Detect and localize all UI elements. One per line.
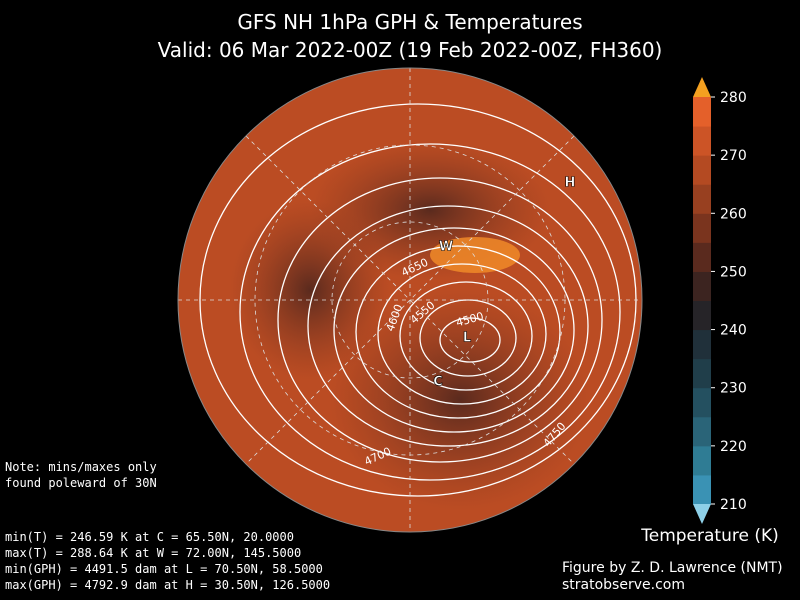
- colorbar-segment: [693, 126, 711, 156]
- colorbar-segment: [693, 271, 711, 301]
- colorbar-extend-bottom: [693, 504, 711, 524]
- colorbar: 210 220 230 240 250 260 270 280: [693, 77, 747, 524]
- colorbar-tick-label: 230: [720, 381, 747, 397]
- colorbar-label: Temperature (K): [640, 526, 779, 546]
- colorbar-segment: [693, 97, 711, 127]
- colorbar-segment: [693, 474, 711, 505]
- cold-region: [230, 200, 390, 380]
- colorbar-segment: [693, 300, 711, 331]
- credit: Figure by Z. D. Lawrence (NMT): [562, 560, 783, 576]
- colorbar-segment: [693, 242, 711, 272]
- note: found poleward of 30N: [5, 476, 157, 490]
- colorbar-segment: [693, 329, 711, 360]
- marker-label: H: [565, 176, 576, 191]
- marker-label: C: [433, 375, 443, 390]
- marker-label: W: [439, 240, 453, 255]
- credit: stratobserve.com: [562, 577, 685, 593]
- note: Note: mins/maxes only: [5, 460, 157, 474]
- colorbar-segment: [693, 416, 711, 447]
- colorbar-segment: [693, 387, 711, 418]
- colorbar-segment: [693, 184, 711, 214]
- contours: [199, 103, 637, 497]
- cold-region: [330, 290, 590, 510]
- colorbar-segment: [693, 155, 711, 185]
- colorbar-tick-label: 260: [720, 206, 747, 222]
- title: GFS NH 1hPa GPH & Temperatures: [237, 10, 582, 34]
- colorbar-tick-label: 280: [720, 90, 747, 106]
- colorbar-tick-label: 250: [720, 264, 747, 280]
- stats-line: max(GPH) = 4792.9 dam at H = 30.50N, 126…: [5, 578, 330, 592]
- stats-line: max(T) = 288.64 K at W = 72.00N, 145.500…: [5, 546, 301, 560]
- colorbar-tick-label: 270: [720, 148, 747, 164]
- graticule: [178, 68, 642, 532]
- colorbar-segment: [693, 213, 711, 243]
- marker-label: L: [463, 331, 471, 346]
- colorbar-tick-label: 240: [720, 323, 747, 339]
- stats-line: min(T) = 246.59 K at C = 65.50N, 20.0000: [5, 530, 294, 544]
- map-border: [177, 67, 643, 533]
- subtitle: Valid: 06 Mar 2022-00Z (19 Feb 2022-00Z,…: [158, 38, 663, 62]
- map: [178, 68, 642, 532]
- colorbar-extend-top: [693, 77, 711, 97]
- stats-line: min(GPH) = 4491.5 dam at L = 70.50N, 58.…: [5, 562, 323, 576]
- colorbar-tick-label: 220: [720, 439, 747, 455]
- colorbar-tick-label: 210: [720, 497, 747, 513]
- colorbar-segment: [693, 445, 711, 476]
- colorbar-segment: [693, 358, 711, 389]
